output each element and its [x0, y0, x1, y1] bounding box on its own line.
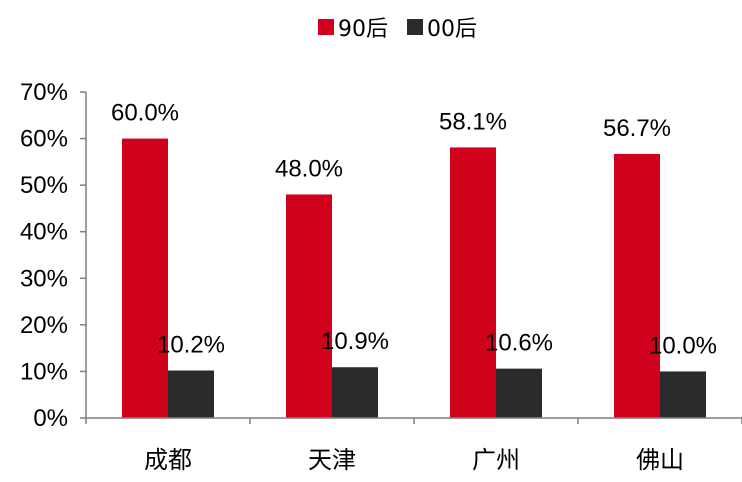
bars: [122, 138, 706, 419]
bar-00hou: [496, 368, 542, 418]
y-tick-label: 60%: [20, 126, 68, 153]
data-label: 60.0%: [111, 100, 179, 127]
bar-90hou: [122, 138, 168, 419]
x-tick-label: 天津: [308, 446, 356, 474]
legend-label-00hou: 00后: [427, 17, 477, 42]
legend: 90后 00后: [318, 17, 477, 42]
y-tick-label: 20%: [20, 312, 68, 339]
bar-90hou: [286, 194, 332, 418]
legend-label-90hou: 90后: [338, 17, 388, 42]
data-label: 48.0%: [275, 155, 343, 182]
data-label: 58.1%: [439, 108, 507, 135]
y-tick-label: 0%: [33, 405, 68, 432]
legend-swatch-90hou: [318, 19, 334, 35]
data-label: 10.9%: [321, 328, 389, 355]
y-tick-label: 40%: [20, 219, 68, 246]
x-tick-label: 广州: [472, 446, 520, 474]
bar-00hou: [332, 367, 378, 418]
x-axis: 成都 天津 广州 佛山: [85, 417, 742, 474]
data-label: 10.0%: [649, 332, 717, 359]
y-axis: 0% 10% 20% 30% 40% 50% 60% 70%: [20, 79, 87, 432]
data-label: 56.7%: [603, 115, 671, 142]
y-tick-label: 30%: [20, 265, 68, 292]
legend-swatch-00hou: [407, 19, 423, 35]
bar-00hou: [168, 370, 214, 418]
y-tick-label: 70%: [20, 79, 68, 106]
data-labels: 60.0% 10.2% 48.0% 10.9% 58.1% 10.6% 56.7% 10.0%: [111, 100, 717, 360]
bar-90hou: [450, 147, 496, 419]
x-tick-label: 佛山: [636, 446, 684, 474]
data-label: 10.6%: [485, 330, 553, 357]
y-tick-label: 10%: [20, 358, 68, 385]
x-tick-label: 成都: [144, 446, 192, 474]
bar-90hou: [614, 153, 660, 418]
data-label: 10.2%: [157, 331, 225, 358]
bar-00hou: [660, 371, 706, 418]
y-tick-label: 50%: [20, 172, 68, 199]
